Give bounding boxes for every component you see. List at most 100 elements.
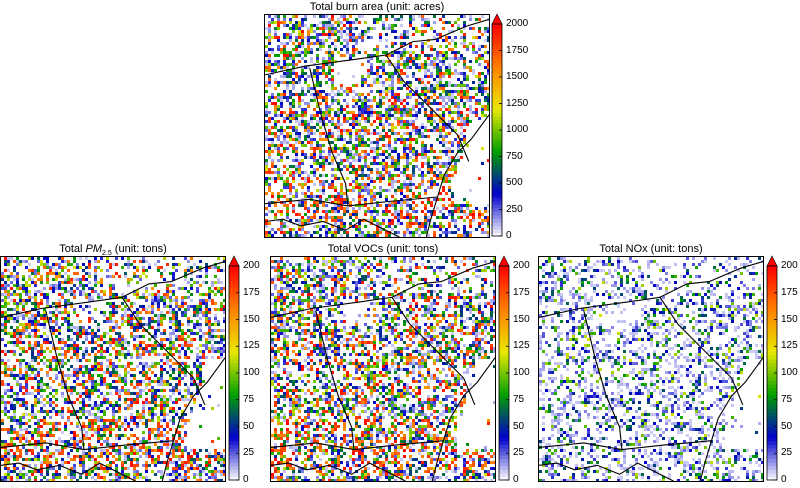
grid-cell — [130, 353, 133, 356]
grid-cell — [409, 54, 412, 57]
grid-cell — [445, 93, 448, 96]
colorbar-segment — [492, 77, 502, 82]
grid-cell — [268, 147, 271, 150]
boundary-line — [309, 68, 349, 206]
grid-cell — [412, 72, 415, 75]
grid-cell — [97, 293, 100, 296]
grid-cell — [139, 260, 142, 263]
grid-cell — [364, 213, 367, 216]
grid-cell — [436, 81, 439, 84]
grid-cell — [10, 257, 13, 260]
grid-cell — [277, 192, 280, 195]
grid-cell — [358, 141, 361, 144]
grid-cell — [142, 266, 145, 269]
grid-cell — [379, 153, 382, 156]
grid-cell — [373, 156, 376, 159]
grid-cell — [385, 33, 388, 36]
grid-cell — [433, 222, 436, 225]
grid-cell — [28, 293, 31, 296]
grid-cell — [88, 398, 91, 401]
grid-cell — [421, 42, 424, 45]
grid-cell — [142, 260, 145, 263]
grid-cell — [451, 141, 454, 144]
grid-cell — [277, 114, 280, 117]
grid-cell — [337, 24, 340, 27]
grid-cell — [280, 159, 283, 162]
grid-cell — [289, 18, 292, 21]
grid-cell — [349, 216, 352, 219]
grid-cell — [331, 120, 334, 123]
grid-cell — [199, 299, 202, 302]
grid-cell — [418, 15, 421, 18]
grid-cell — [223, 287, 225, 290]
grid-cell — [373, 198, 376, 201]
grid-cell — [280, 222, 283, 225]
grid-cell — [16, 341, 19, 344]
grid-cell — [406, 126, 409, 129]
grid-cell — [94, 341, 97, 344]
grid-cell — [481, 222, 484, 225]
grid-cell — [436, 126, 439, 129]
grid-cell — [277, 174, 280, 177]
grid-cell — [352, 147, 355, 150]
grid-cell — [334, 201, 337, 204]
grid-cell — [181, 362, 184, 365]
grid-cell — [427, 219, 430, 222]
grid-cell — [289, 132, 292, 135]
grid-cell — [409, 183, 412, 186]
grid-cell — [55, 392, 58, 395]
grid-cell — [91, 425, 94, 428]
grid-cell — [427, 21, 430, 24]
grid-cell — [367, 120, 370, 123]
grid-cell — [301, 57, 304, 60]
grid-cell — [391, 27, 394, 30]
grid-cell — [346, 45, 349, 48]
grid-cell — [4, 296, 7, 299]
grid-cell — [163, 407, 166, 410]
grid-cell — [304, 102, 307, 105]
grid-cell — [445, 165, 448, 168]
grid-cell — [421, 147, 424, 150]
grid-cell — [358, 198, 361, 201]
grid-cell — [22, 347, 25, 350]
grid-cell — [163, 362, 166, 365]
grid-cell — [13, 392, 16, 395]
grid-cell — [322, 189, 325, 192]
grid-cell — [61, 311, 64, 314]
grid-cell — [286, 210, 289, 213]
grid-cell — [367, 75, 370, 78]
grid-cell — [34, 290, 37, 293]
grid-cell — [25, 326, 28, 329]
grid-cell — [451, 156, 454, 159]
grid-cell — [316, 90, 319, 93]
grid-cell — [88, 392, 91, 395]
grid-cell — [100, 368, 103, 371]
grid-cell — [352, 114, 355, 117]
grid-cell — [100, 428, 103, 431]
grid-cell — [187, 269, 190, 272]
grid-cell — [67, 302, 70, 305]
grid-cell — [328, 114, 331, 117]
grid-cell — [418, 195, 421, 198]
grid-cell — [430, 45, 433, 48]
grid-cell — [76, 347, 79, 350]
grid-cell — [280, 141, 283, 144]
grid-cell — [10, 401, 13, 404]
grid-cell — [31, 278, 34, 281]
grid-cell — [457, 102, 460, 105]
grid-cell — [145, 422, 148, 425]
grid-cell — [130, 416, 133, 419]
grid-cell — [196, 383, 199, 386]
grid-cell — [334, 93, 337, 96]
grid-cell — [382, 102, 385, 105]
grid-cell — [10, 428, 13, 431]
grid-cell — [13, 299, 16, 302]
grid-cell — [454, 72, 457, 75]
grid-cell — [115, 311, 118, 314]
grid-cell — [184, 422, 187, 425]
grid-cell — [31, 368, 34, 371]
grid-cell — [10, 407, 13, 410]
colorbar-segment — [492, 31, 502, 36]
grid-cell — [400, 45, 403, 48]
grid-cell — [433, 15, 436, 18]
